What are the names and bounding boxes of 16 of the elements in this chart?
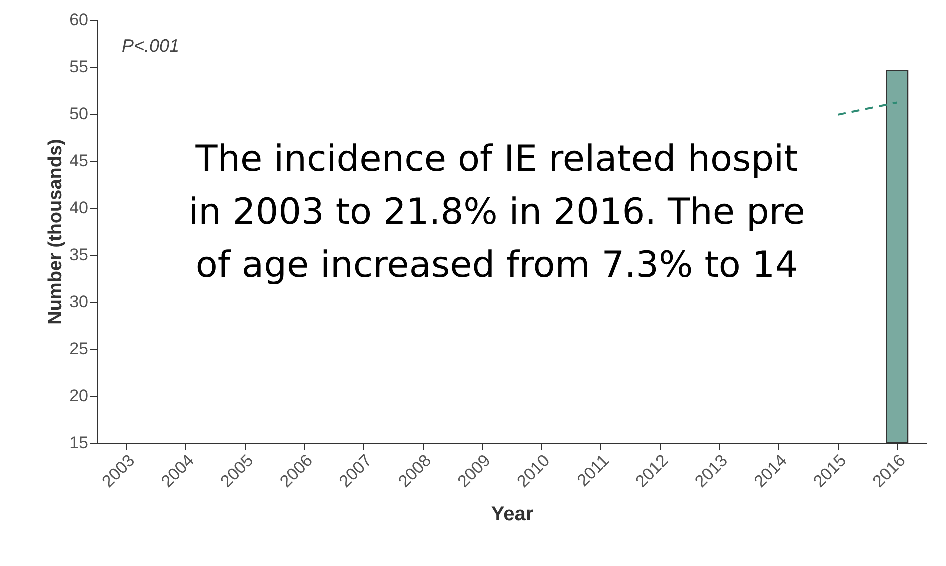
x-axis-title: Year bbox=[491, 504, 534, 526]
y-axis-title: Number (thousands) bbox=[46, 139, 67, 325]
annotation: in 2003 to 21.8% in 2016. The pre bbox=[188, 192, 806, 233]
annotation: P<.001 bbox=[122, 36, 180, 56]
y-tick-label: 60 bbox=[70, 10, 88, 30]
annotation: The incidence of IE related hospit bbox=[194, 139, 798, 180]
y-tick-label: 40 bbox=[70, 198, 88, 218]
y-tick-label: 15 bbox=[70, 434, 88, 452]
y-tick-label: 20 bbox=[70, 386, 88, 406]
y-tick-label: 30 bbox=[70, 292, 88, 312]
annotation: of age increased from 7.3% to 14 bbox=[196, 245, 798, 286]
y-tick-label: 50 bbox=[70, 104, 88, 124]
y-tick-label: 25 bbox=[70, 340, 88, 358]
y-tick-label: 45 bbox=[70, 152, 88, 170]
y-tick-label: 55 bbox=[70, 58, 88, 76]
y-tick-label: 35 bbox=[70, 246, 88, 264]
